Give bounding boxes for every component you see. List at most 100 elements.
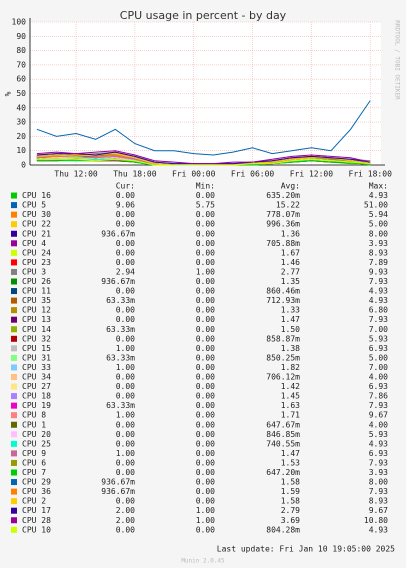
legend-name: CPU 30 — [22, 210, 51, 219]
legend-stat: 0.00 — [196, 401, 215, 410]
legend-stat: 7.93 — [369, 458, 388, 467]
legend-stat: 0.00 — [116, 334, 135, 343]
legend-name: CPU 5 — [22, 201, 46, 210]
legend-stat: 2.79 — [281, 506, 300, 515]
legend-stat: 1.38 — [281, 344, 300, 353]
legend-stat: 5.00 — [369, 220, 388, 229]
legend-swatch — [11, 288, 17, 295]
legend-swatch — [11, 307, 17, 314]
legend-stat: 1.42 — [281, 382, 300, 391]
legend-stat: 858.87m — [266, 334, 300, 343]
side-text: RRDTOOL / TOBI OETIKER — [394, 20, 401, 100]
legend-swatch — [11, 211, 17, 218]
legend-swatch — [11, 316, 17, 323]
last-update: Last update: Fri Jan 10 19:05:00 2025 — [217, 545, 395, 554]
legend-stat: 996.36m — [266, 220, 300, 229]
legend-name: CPU 21 — [22, 229, 51, 238]
legend-stat: 778.07m — [266, 210, 300, 219]
legend-stat: 804.28m — [266, 525, 300, 534]
legend-stat: 0.00 — [196, 306, 215, 315]
x-tick-label: Fri 06:00 — [231, 170, 275, 179]
legend-name: CPU 29 — [22, 478, 51, 487]
legend-swatch — [11, 459, 17, 466]
legend-stat: 1.00 — [116, 411, 135, 420]
legend-stat: 1.00 — [196, 267, 215, 276]
x-tick-label: Thu 18:00 — [113, 170, 157, 179]
y-tick-label: 90 — [16, 32, 26, 41]
legend-name: CPU 32 — [22, 334, 51, 343]
legend-stat: 1.00 — [116, 449, 135, 458]
legend-stat: 0.00 — [116, 210, 135, 219]
legend-name: CPU 3 — [22, 267, 46, 276]
x-tick-label: Fri 18:00 — [349, 170, 393, 179]
legend-stat: 8.93 — [369, 497, 388, 506]
legend-swatch — [11, 192, 17, 199]
legend-stat: 635.20m — [266, 191, 300, 200]
legend-stat: 4.93 — [369, 296, 388, 305]
legend-stat: 7.89 — [369, 258, 388, 267]
legend-stat: 936.67m — [101, 487, 135, 496]
legend-stat: 0.00 — [116, 306, 135, 315]
legend-stat: 0.00 — [196, 344, 215, 353]
legend-stat: 63.33m — [106, 296, 135, 305]
legend-stat: 1.82 — [281, 363, 300, 372]
legend-swatch — [11, 374, 17, 380]
legend-stat: 8.00 — [369, 478, 388, 487]
legend-name: CPU 23 — [22, 258, 51, 267]
legend-stat: 3.93 — [369, 239, 388, 248]
legend-stat: 7.00 — [369, 363, 388, 372]
y-tick-label: 30 — [16, 118, 26, 127]
legend-stat: 1.63 — [281, 401, 300, 410]
legend-name: CPU 34 — [22, 373, 51, 382]
legend-stat: 63.33m — [106, 353, 135, 362]
legend-stat: 5.94 — [369, 210, 388, 219]
legend-stat: 0.00 — [116, 525, 135, 534]
legend-stat: 63.33m — [106, 325, 135, 334]
legend-stat: 0.00 — [196, 373, 215, 382]
legend-stat: 3.93 — [369, 468, 388, 477]
legend-stat: 0.00 — [196, 525, 215, 534]
legend-stat: 0.00 — [196, 497, 215, 506]
legend-stat: 0.00 — [196, 287, 215, 296]
legend-stat: 0.00 — [196, 334, 215, 343]
legend-stat: 9.67 — [369, 506, 388, 515]
legend-stat: 5.93 — [369, 430, 388, 439]
legend-name: CPU 33 — [22, 363, 51, 372]
legend-swatch — [11, 364, 17, 371]
legend-stat: 0.00 — [116, 430, 135, 439]
legend-stat: 1.67 — [281, 248, 300, 257]
legend-name: CPU 10 — [22, 525, 51, 534]
legend-stat: 0.00 — [116, 191, 135, 200]
legend-stat: 4.93 — [369, 525, 388, 534]
legend-name: CPU 12 — [22, 306, 51, 315]
x-tick-label: Fri 12:00 — [290, 170, 334, 179]
legend-stat: 1.00 — [116, 344, 135, 353]
legend-stat: 0.00 — [196, 468, 215, 477]
legend-stat: 4.93 — [369, 191, 388, 200]
legend-swatch — [11, 469, 17, 476]
legend-stat: 1.33 — [281, 306, 300, 315]
legend-swatch — [11, 297, 17, 304]
legend-stat: 4.93 — [369, 439, 388, 448]
legend-name: CPU 22 — [22, 220, 51, 229]
legend-stat: 647.20m — [266, 468, 300, 477]
legend-stat: 0.00 — [116, 458, 135, 467]
legend-stat: 8.93 — [369, 248, 388, 257]
legend-swatch — [11, 498, 17, 505]
legend-name: CPU 13 — [22, 315, 51, 324]
legend-stat: 1.50 — [281, 325, 300, 334]
legend-name: CPU 7 — [22, 468, 46, 477]
y-tick-label: 10 — [16, 146, 26, 155]
legend-swatch — [11, 479, 17, 486]
legend-stat: 0.00 — [196, 382, 215, 391]
legend-header: Min: — [196, 182, 215, 191]
legend-stat: 7.93 — [369, 277, 388, 286]
legend-stat: 0.00 — [196, 478, 215, 487]
legend-swatch — [11, 326, 17, 333]
legend-swatch — [11, 517, 17, 524]
legend-name: CPU 4 — [22, 239, 46, 248]
legend-stat: 2.00 — [116, 516, 135, 525]
legend-name: CPU 11 — [22, 287, 51, 296]
legend-stat: 0.00 — [196, 239, 215, 248]
legend-stat: 1.36 — [281, 229, 300, 238]
